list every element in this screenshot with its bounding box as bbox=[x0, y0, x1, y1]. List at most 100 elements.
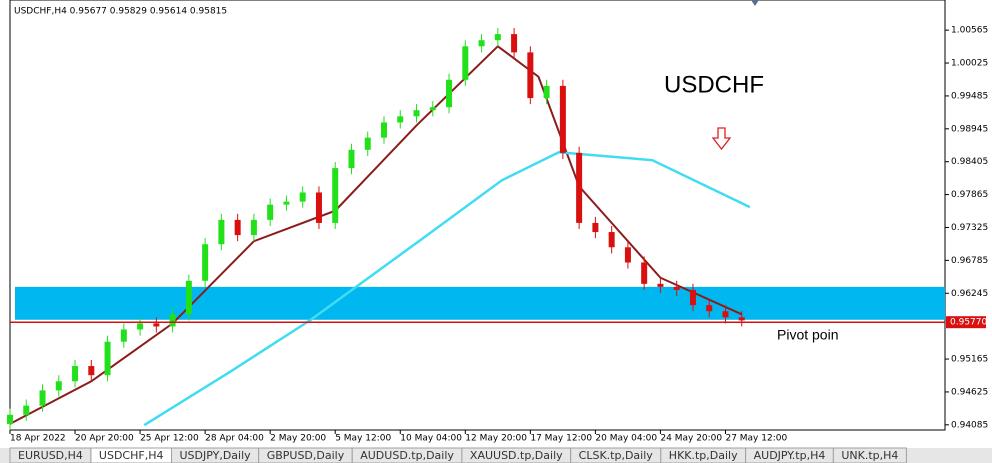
tab[interactable]: GBPUSD,Daily bbox=[258, 447, 353, 463]
scroll-marker bbox=[751, 0, 759, 6]
plot-frame bbox=[9, 0, 946, 431]
tab[interactable]: USDJPY,Daily bbox=[170, 447, 260, 463]
candle-body bbox=[543, 85, 550, 99]
tab[interactable]: XAUUSD.tp,Daily bbox=[461, 447, 572, 463]
candle-body bbox=[299, 192, 306, 202]
price-label-bg bbox=[946, 316, 986, 329]
x-tick-label: 10 May 04:00 bbox=[400, 434, 462, 444]
zone-label: Pivot poin bbox=[777, 327, 838, 343]
x-tick-label: 18 Apr 2022 bbox=[10, 434, 66, 444]
moving-average bbox=[143, 150, 751, 427]
y-tick-label: 0.98405 bbox=[951, 157, 988, 167]
candle-body bbox=[169, 314, 176, 327]
tab[interactable]: EURUSD,H4 bbox=[9, 447, 92, 463]
x-tick-label: 24 May 20:00 bbox=[660, 434, 722, 444]
candle-body bbox=[153, 323, 160, 327]
candle-body bbox=[592, 222, 599, 233]
candle-body bbox=[364, 137, 371, 150]
candle-body bbox=[185, 280, 192, 315]
candle-body bbox=[706, 305, 713, 312]
candle-body bbox=[381, 122, 387, 138]
candle-body bbox=[23, 405, 30, 415]
candle-body bbox=[413, 110, 420, 117]
candle-body bbox=[218, 219, 225, 245]
symbol-annotation: USDCHF bbox=[664, 71, 764, 98]
tab-label[interactable]: USDJPY,Daily bbox=[179, 449, 251, 462]
moving-average bbox=[9, 44, 743, 425]
chart-header: USDCHF,H4 0.95677 0.95829 0.95614 0.9581… bbox=[14, 7, 227, 17]
x-tick-label: 12 May 20:00 bbox=[465, 434, 527, 444]
x-tick-label: 17 May 12:00 bbox=[530, 434, 592, 444]
candle-body bbox=[576, 152, 583, 223]
candle-body bbox=[104, 341, 111, 376]
y-tick-label: 0.96245 bbox=[951, 289, 988, 299]
candle-body bbox=[137, 323, 144, 330]
candle-body bbox=[738, 317, 745, 321]
candle-body bbox=[608, 232, 615, 248]
x-tick-label: 27 May 12:00 bbox=[725, 434, 787, 444]
y-tick-label: 0.98945 bbox=[951, 124, 988, 134]
tab-label[interactable]: GBPUSD,Daily bbox=[267, 449, 345, 462]
tab-label[interactable]: EURUSD,H4 bbox=[18, 449, 83, 462]
candle-body bbox=[283, 201, 290, 205]
y-tick-label: 0.94085 bbox=[951, 420, 988, 430]
tab[interactable]: USDCHF,H4 bbox=[90, 447, 172, 463]
candle-body bbox=[478, 40, 485, 47]
candle-body bbox=[7, 414, 13, 424]
tab-label[interactable]: HKK.tp,Daily bbox=[669, 449, 738, 462]
candle-body bbox=[511, 34, 518, 53]
y-tick-label: 1.00565 bbox=[951, 26, 988, 36]
tab[interactable]: AUDJPY.tp,H4 bbox=[745, 447, 834, 463]
candle-body bbox=[397, 116, 404, 123]
candle-body bbox=[55, 381, 62, 391]
tab-label[interactable]: XAUUSD.tp,Daily bbox=[470, 449, 563, 462]
tab-label[interactable]: UNK.tp,H4 bbox=[841, 449, 898, 462]
y-tick-label: 0.95165 bbox=[951, 355, 988, 365]
candle-body bbox=[641, 262, 648, 284]
tab-label[interactable]: AUDJPY.tp,H4 bbox=[754, 449, 826, 462]
x-tick-label: 28 Apr 04:00 bbox=[205, 434, 264, 444]
candle-body bbox=[202, 244, 209, 281]
candle-body bbox=[527, 52, 534, 99]
candle-body bbox=[267, 204, 274, 220]
candle-body bbox=[429, 107, 436, 111]
tab[interactable]: UNK.tp,H4 bbox=[832, 447, 907, 463]
candle-body bbox=[39, 390, 46, 406]
y-tick-label: 0.94625 bbox=[951, 387, 988, 397]
x-tick-label: 2 May 20:00 bbox=[270, 434, 326, 444]
support-zone bbox=[15, 286, 945, 320]
tab[interactable]: AUDUSD.tp,Daily bbox=[351, 447, 463, 463]
tab-label[interactable]: AUDUSD.tp,Daily bbox=[360, 449, 454, 462]
tab-label[interactable]: USDCHF,H4 bbox=[99, 449, 164, 462]
tab[interactable]: HKK.tp,Daily bbox=[660, 447, 747, 463]
candle-body bbox=[559, 85, 566, 153]
y-tick-label: 0.97325 bbox=[951, 223, 988, 233]
x-tick-label: 25 Apr 12:00 bbox=[140, 434, 199, 444]
x-tick-label: 5 May 12:00 bbox=[335, 434, 391, 444]
tab-label[interactable]: CLSK.tp,Daily bbox=[579, 449, 654, 462]
x-tick-label: 20 May 04:00 bbox=[595, 434, 657, 444]
price-label: 0.95770 bbox=[950, 318, 987, 328]
candle-body bbox=[624, 247, 631, 263]
candle-body bbox=[72, 366, 79, 382]
plot-area bbox=[7, 28, 945, 430]
candle-body bbox=[332, 168, 339, 223]
tab[interactable]: CLSK.tp,Daily bbox=[570, 447, 662, 463]
candle-body bbox=[88, 366, 95, 376]
candle-body bbox=[689, 289, 696, 306]
y-tick-label: 0.99485 bbox=[951, 91, 988, 101]
down-arrow-icon bbox=[711, 127, 732, 151]
candle-body bbox=[234, 219, 241, 236]
y-tick-label: 1.00025 bbox=[951, 59, 988, 69]
candle-body bbox=[462, 46, 469, 80]
tab-box[interactable] bbox=[832, 447, 907, 463]
candle-body bbox=[348, 149, 355, 169]
candle-body bbox=[446, 79, 453, 108]
x-tick-label: 20 Apr 20:00 bbox=[75, 434, 134, 444]
candle-body bbox=[657, 283, 664, 287]
y-tick-label: 0.97865 bbox=[951, 190, 988, 200]
candle-body bbox=[494, 34, 501, 41]
y-tick-label: 0.96785 bbox=[951, 256, 988, 266]
